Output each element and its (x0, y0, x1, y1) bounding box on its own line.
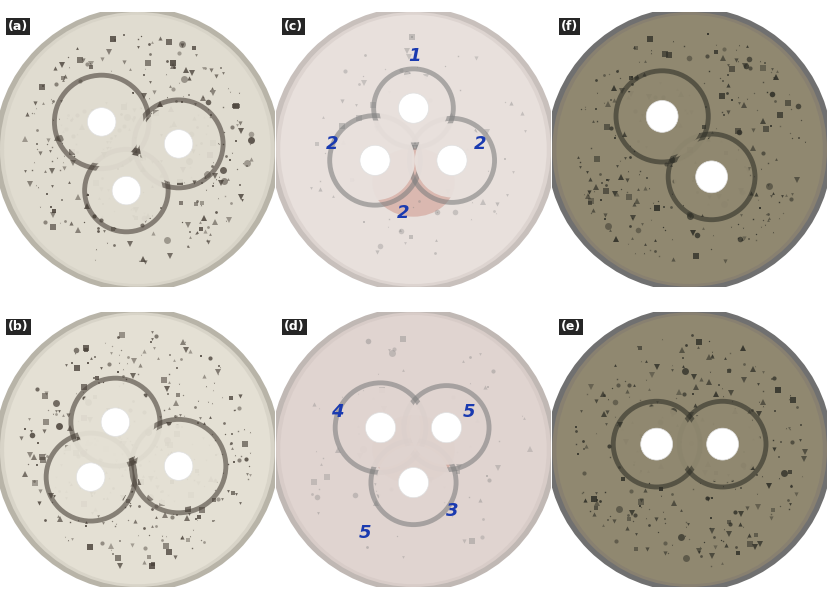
Ellipse shape (4, 15, 270, 284)
Circle shape (399, 93, 428, 123)
Ellipse shape (552, 312, 827, 587)
Text: 3: 3 (447, 501, 459, 519)
Ellipse shape (415, 123, 489, 198)
Ellipse shape (547, 307, 827, 592)
Ellipse shape (0, 307, 280, 592)
Text: 5: 5 (463, 403, 476, 420)
Ellipse shape (547, 7, 827, 292)
Ellipse shape (379, 74, 448, 143)
Circle shape (360, 145, 390, 176)
Ellipse shape (341, 388, 420, 467)
Ellipse shape (60, 80, 143, 164)
Ellipse shape (140, 105, 218, 183)
Ellipse shape (685, 406, 761, 482)
Ellipse shape (90, 155, 163, 227)
Ellipse shape (0, 7, 280, 292)
Text: 4: 4 (331, 403, 343, 420)
Text: 2: 2 (474, 135, 486, 153)
Ellipse shape (270, 7, 557, 292)
Circle shape (399, 467, 428, 498)
Ellipse shape (372, 415, 455, 484)
Text: 2: 2 (397, 204, 409, 222)
Ellipse shape (276, 312, 551, 587)
Circle shape (437, 145, 467, 176)
Ellipse shape (552, 12, 827, 287)
Circle shape (101, 408, 130, 437)
Ellipse shape (621, 75, 703, 157)
Ellipse shape (372, 148, 455, 217)
Ellipse shape (557, 15, 823, 284)
Circle shape (88, 108, 116, 136)
Circle shape (165, 452, 193, 480)
Ellipse shape (280, 315, 547, 584)
Circle shape (706, 428, 739, 460)
Text: (a): (a) (8, 20, 28, 33)
Text: (b): (b) (8, 320, 29, 334)
Ellipse shape (674, 139, 749, 215)
Ellipse shape (76, 383, 155, 461)
Text: (c): (c) (284, 20, 304, 33)
Ellipse shape (0, 12, 275, 287)
Circle shape (646, 101, 678, 132)
Ellipse shape (557, 315, 823, 584)
Ellipse shape (409, 391, 484, 465)
Circle shape (76, 463, 105, 491)
Ellipse shape (335, 120, 415, 200)
Ellipse shape (376, 446, 451, 520)
Circle shape (112, 176, 141, 205)
Text: (e): (e) (561, 320, 581, 334)
Ellipse shape (276, 12, 551, 287)
Circle shape (641, 428, 672, 460)
Ellipse shape (0, 312, 275, 587)
Ellipse shape (270, 307, 557, 592)
Circle shape (366, 413, 395, 443)
Ellipse shape (136, 424, 220, 508)
Text: 1: 1 (408, 47, 420, 65)
Ellipse shape (51, 438, 130, 516)
Circle shape (165, 129, 193, 158)
Text: (d): (d) (284, 320, 305, 334)
Text: 5: 5 (359, 524, 371, 541)
Ellipse shape (4, 315, 270, 584)
Ellipse shape (619, 406, 695, 482)
Circle shape (432, 413, 461, 443)
Text: 2: 2 (326, 135, 338, 153)
Ellipse shape (280, 15, 547, 284)
Circle shape (696, 161, 728, 193)
Text: (f): (f) (561, 20, 578, 33)
